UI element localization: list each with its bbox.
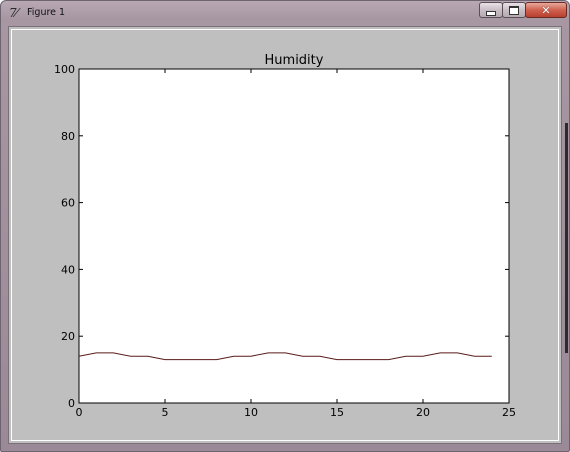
maximize-button[interactable] bbox=[502, 2, 526, 18]
x-tick-label: 15 bbox=[330, 406, 344, 419]
y-tick-label: 100 bbox=[54, 63, 75, 76]
y-tick-label: 60 bbox=[61, 197, 75, 210]
maximize-icon bbox=[509, 5, 519, 15]
close-button[interactable]: ✕ bbox=[525, 2, 567, 18]
series-line-0 bbox=[78, 352, 492, 361]
minimize-button[interactable] bbox=[479, 2, 503, 18]
axis-ticks bbox=[78, 68, 510, 404]
x-tick-label: 25 bbox=[502, 406, 516, 419]
x-tick-label: 20 bbox=[416, 406, 430, 419]
window-title: Figure 1 bbox=[27, 7, 66, 18]
x-tick-label: 0 bbox=[76, 406, 83, 419]
y-tick-label: 40 bbox=[61, 263, 75, 276]
chart-title: Humidity bbox=[265, 53, 324, 68]
axis-tick-labels: 0 5 10 15 20 25 0 20 40 60 80 100 bbox=[54, 63, 516, 419]
x-tick-label: 10 bbox=[244, 406, 258, 419]
title-bar[interactable]: 7⁄ Figure 1 ✕ bbox=[1, 1, 569, 25]
canvas-inner-border bbox=[11, 29, 559, 441]
close-icon: ✕ bbox=[541, 3, 551, 17]
x-tick-label: 5 bbox=[162, 406, 169, 419]
axes-area bbox=[78, 68, 510, 404]
window-edge-shadow bbox=[565, 123, 568, 353]
y-tick-label: 80 bbox=[61, 130, 75, 143]
y-tick-label: 20 bbox=[61, 330, 75, 343]
matplotlib-figure-icon: 7⁄ bbox=[9, 6, 18, 20]
minimize-icon bbox=[486, 10, 496, 16]
series-group bbox=[78, 352, 492, 361]
y-tick-label: 0 bbox=[68, 397, 75, 410]
